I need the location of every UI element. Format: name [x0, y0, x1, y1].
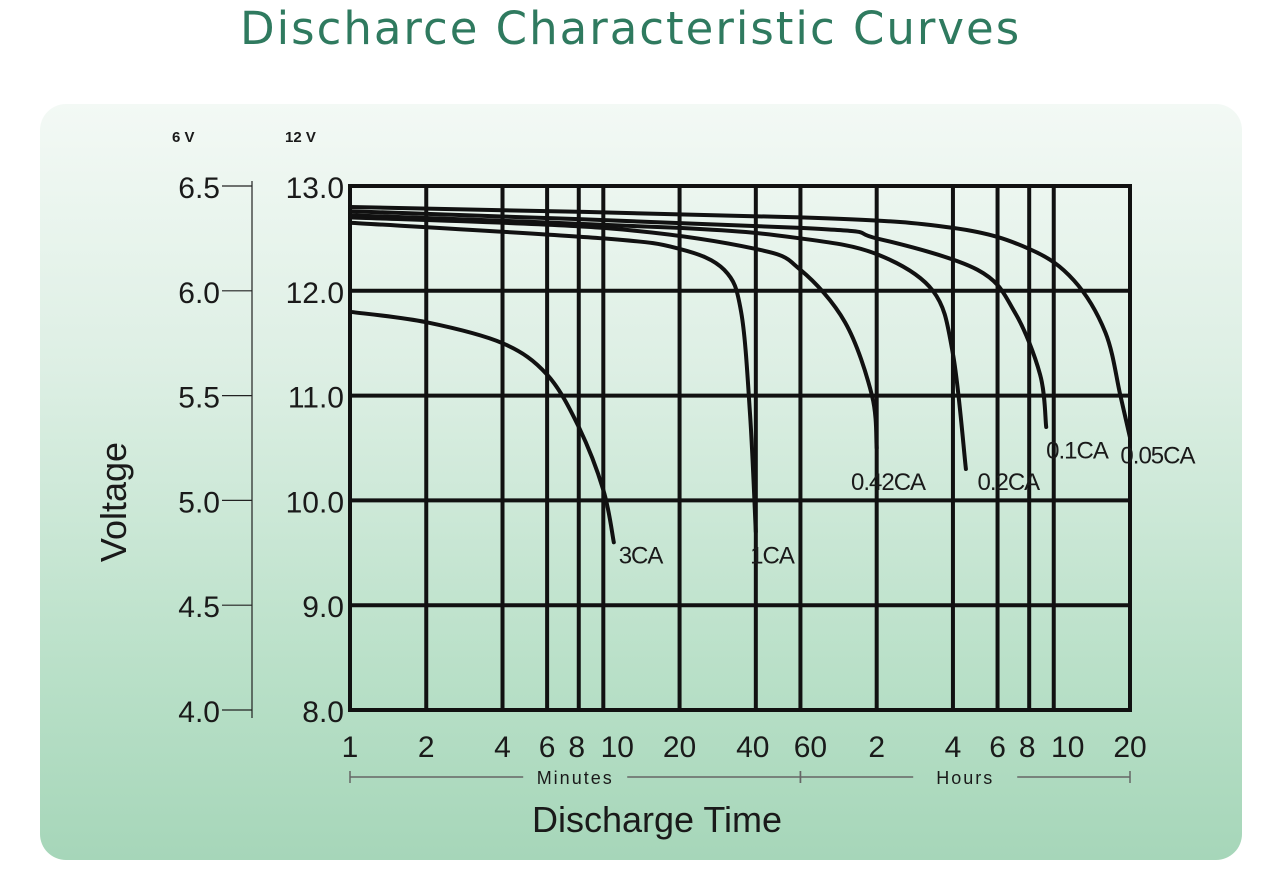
y-tick-12v: 12.0 — [286, 277, 344, 310]
y-tick-12v: 13.0 — [286, 172, 344, 205]
curve-label: 1CA — [750, 542, 795, 569]
curve-0_05CA — [348, 205, 1132, 440]
group-label: Minutes — [537, 768, 614, 788]
x-tick-label: 6 — [989, 731, 1006, 764]
axis-unit-6v: 6 V — [172, 129, 195, 146]
x-tick-label: 40 — [736, 731, 769, 764]
curve-label: 0.1CA — [1046, 437, 1109, 464]
curve-3CA — [348, 309, 616, 545]
x-tick-label: 20 — [663, 731, 696, 764]
x-tick-label: 8 — [568, 731, 585, 764]
axis-unit-12v: 12 V — [285, 129, 316, 146]
curve-0_42CA — [348, 215, 879, 450]
x-tick-label: 1 — [342, 731, 359, 764]
x-tick-label: 2 — [868, 731, 885, 764]
x-tick-label: 60 — [794, 731, 827, 764]
y-tick-6v: 5.5 — [178, 382, 220, 415]
y-tick-12v: 10.0 — [286, 486, 344, 519]
chart-title: Discharce Characteristic Curves — [240, 2, 1022, 55]
x-tick-label: 20 — [1113, 731, 1146, 764]
x-axis-label: Discharge Time — [532, 799, 782, 840]
y-tick-6v: 6.5 — [178, 172, 220, 205]
curve-label: 0.42CA — [851, 469, 926, 496]
curve-0_2CA — [348, 213, 968, 471]
curve-label: 0.2CA — [977, 469, 1040, 496]
curve-1CA — [348, 220, 758, 534]
y-tick-6v: 6.0 — [178, 277, 220, 310]
y-tick-12v: 11.0 — [288, 382, 344, 415]
y-tick-6v: 4.0 — [178, 696, 220, 729]
y-axis-label: Voltage — [93, 442, 134, 562]
y-tick-12v: 8.0 — [302, 696, 344, 729]
curve-label: 0.05CA — [1120, 443, 1195, 470]
x-tick-label: 4 — [494, 731, 511, 764]
y-tick-6v: 4.5 — [178, 591, 220, 624]
x-tick-label: 2 — [418, 731, 435, 764]
x-tick-label: 4 — [945, 731, 962, 764]
curve-label: 3CA — [619, 542, 664, 569]
x-tick-label: 10 — [601, 731, 634, 764]
group-label: Hours — [936, 768, 994, 788]
curve-0_1CA — [348, 209, 1049, 429]
plot-frame — [348, 184, 1132, 712]
y-tick-6v: 5.0 — [178, 486, 220, 519]
x-tick-label: 6 — [539, 731, 556, 764]
y-tick-12v: 9.0 — [302, 591, 344, 624]
x-tick-label: 10 — [1051, 731, 1084, 764]
x-tick-label: 8 — [1019, 731, 1036, 764]
